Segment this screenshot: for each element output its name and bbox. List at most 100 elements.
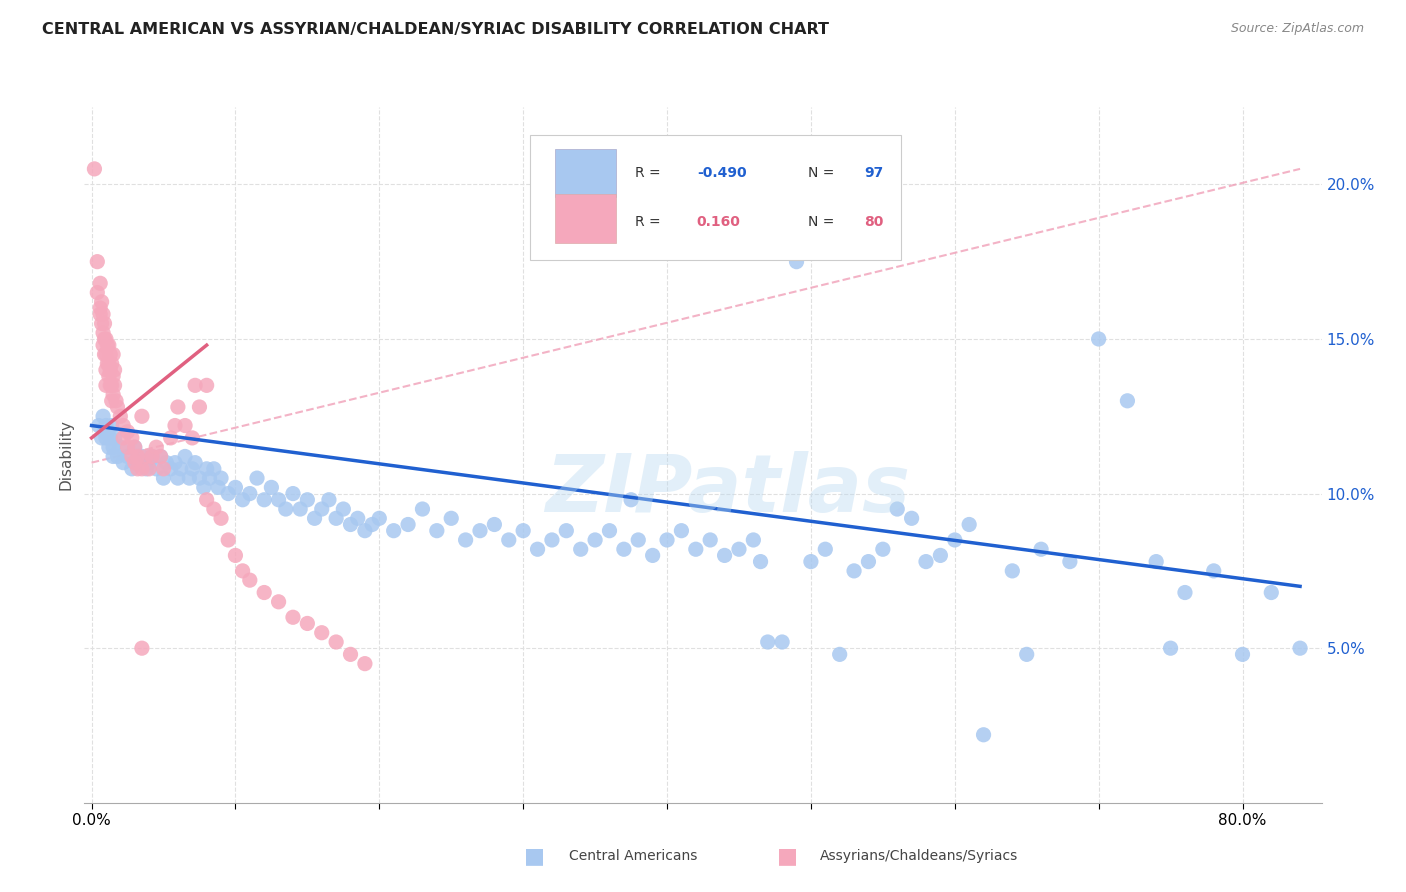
Point bbox=[107, 450, 129, 464]
Point bbox=[1174, 585, 1197, 599]
Point bbox=[101, 387, 124, 401]
Point bbox=[100, 393, 122, 408]
Point bbox=[396, 517, 419, 532]
Point bbox=[93, 317, 115, 331]
Point bbox=[1059, 555, 1081, 569]
Point bbox=[112, 431, 135, 445]
Point bbox=[188, 471, 211, 485]
Point bbox=[886, 502, 908, 516]
Point bbox=[297, 616, 319, 631]
Text: -0.490: -0.490 bbox=[697, 166, 747, 180]
Point bbox=[202, 462, 225, 476]
Point bbox=[655, 533, 678, 547]
Point bbox=[124, 440, 146, 454]
Point bbox=[124, 440, 146, 454]
Point bbox=[124, 456, 146, 470]
Point bbox=[304, 511, 326, 525]
Point bbox=[569, 542, 592, 557]
Point bbox=[89, 277, 111, 291]
Point bbox=[858, 555, 880, 569]
Text: ■: ■ bbox=[778, 847, 797, 866]
Point bbox=[170, 462, 193, 476]
Point bbox=[1116, 393, 1139, 408]
Point bbox=[117, 450, 139, 464]
Point bbox=[526, 542, 548, 557]
Point bbox=[281, 486, 304, 500]
Point bbox=[101, 347, 124, 361]
Point bbox=[195, 378, 218, 392]
Point bbox=[239, 486, 262, 500]
Point bbox=[281, 610, 304, 624]
Point bbox=[105, 393, 128, 408]
Point bbox=[224, 480, 246, 494]
Point bbox=[138, 456, 160, 470]
Point bbox=[94, 363, 117, 377]
Point bbox=[96, 338, 118, 352]
Point bbox=[217, 533, 239, 547]
Point bbox=[426, 524, 449, 538]
Point bbox=[332, 502, 354, 516]
Point bbox=[127, 456, 149, 470]
Point bbox=[159, 431, 181, 445]
Point bbox=[91, 326, 114, 340]
Point bbox=[411, 502, 433, 516]
Point bbox=[100, 378, 122, 392]
Point bbox=[1087, 332, 1109, 346]
Point bbox=[184, 378, 207, 392]
Point bbox=[973, 728, 995, 742]
Point bbox=[325, 511, 347, 525]
Point bbox=[94, 332, 117, 346]
Bar bbox=[554, 194, 616, 243]
Point bbox=[699, 533, 721, 547]
Point bbox=[93, 425, 115, 439]
Point bbox=[90, 317, 112, 331]
Point bbox=[267, 595, 290, 609]
Point bbox=[195, 462, 218, 476]
Point bbox=[756, 635, 779, 649]
Point bbox=[93, 332, 115, 346]
Point bbox=[141, 450, 163, 464]
Point bbox=[253, 585, 276, 599]
Text: N =: N = bbox=[808, 166, 839, 180]
Point bbox=[131, 450, 153, 464]
Point bbox=[786, 254, 808, 268]
Text: ZIPatlas: ZIPatlas bbox=[546, 450, 910, 529]
Point bbox=[260, 480, 283, 494]
Point bbox=[498, 533, 520, 547]
Point bbox=[361, 517, 384, 532]
Point bbox=[253, 492, 276, 507]
Point bbox=[101, 369, 124, 384]
Point bbox=[685, 542, 707, 557]
Point bbox=[167, 400, 190, 414]
Point bbox=[224, 549, 246, 563]
Text: ■: ■ bbox=[524, 847, 544, 866]
Point bbox=[97, 440, 120, 454]
Point bbox=[174, 418, 197, 433]
Point bbox=[90, 294, 112, 309]
Point bbox=[620, 492, 643, 507]
Point bbox=[943, 533, 966, 547]
Point bbox=[555, 524, 578, 538]
Point bbox=[90, 431, 112, 445]
Point bbox=[159, 462, 181, 476]
Point bbox=[131, 641, 153, 656]
Point bbox=[89, 301, 111, 315]
Point bbox=[152, 471, 174, 485]
Point bbox=[814, 542, 837, 557]
Point bbox=[149, 450, 172, 464]
Point bbox=[94, 418, 117, 433]
Point bbox=[297, 492, 319, 507]
Point bbox=[1289, 641, 1312, 656]
Point bbox=[346, 511, 368, 525]
Point bbox=[163, 418, 186, 433]
Point bbox=[93, 347, 115, 361]
Point bbox=[957, 517, 980, 532]
Text: R =: R = bbox=[636, 215, 665, 229]
Point bbox=[217, 486, 239, 500]
Point bbox=[454, 533, 477, 547]
Point bbox=[112, 418, 135, 433]
Point bbox=[121, 462, 143, 476]
Point bbox=[98, 378, 121, 392]
Point bbox=[209, 471, 232, 485]
Point bbox=[311, 625, 333, 640]
